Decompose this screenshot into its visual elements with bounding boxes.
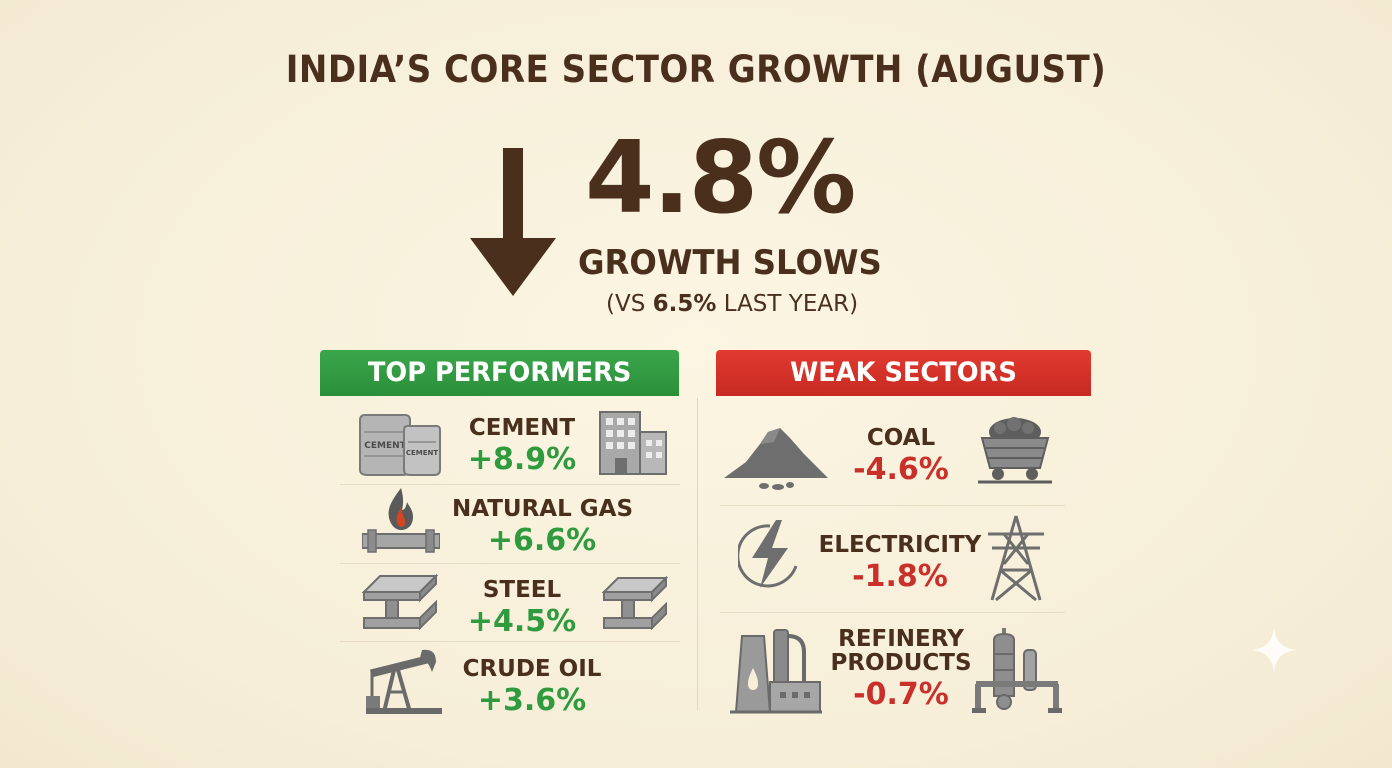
sector-label-natural-gas: NATURAL GAS [451,496,634,522]
arrow-down-icon [470,148,556,296]
sector-label-steel: STEEL [482,577,562,603]
headline-value: 4.8% [585,119,856,236]
comparison-note: (VS 6.5% LAST YEAR) [606,291,858,317]
row-divider [340,563,680,564]
oil-pump-jack-icon [366,649,442,714]
distillation-column-icon [972,628,1062,713]
row-divider [340,641,680,642]
sector-label-cement: CEMENT [468,415,576,441]
compare-value: 6.5% [652,291,717,317]
refinery-icon [730,629,822,714]
bag-label: CEMENT [364,441,406,451]
sector-value-cement: +8.9% [467,442,577,477]
compare-suffix: LAST YEAR) [716,291,859,317]
compare-prefix: (VS [606,291,653,317]
top-performers-heading: TOP PERFORMERS [367,357,632,388]
sector-value-electricity: -1.8% [852,559,948,594]
sector-label-line: REFINERY [838,626,964,652]
top-performers-banner: TOP PERFORMERS [320,350,679,396]
coal-cart-icon [978,417,1052,484]
weak-sectors-heading: WEAK SECTORS [790,357,1017,388]
sector-value-coal: -4.6% [853,452,949,487]
cement-bags-icon: CEMENT CEMENT [359,414,441,476]
coal-pile-icon [724,428,828,490]
sector-label-crude-oil: CRUDE OIL [462,656,602,682]
sector-label-coal: COAL [866,425,936,451]
headline-subtitle: GROWTH SLOWS [578,243,882,283]
bag-label: CEMENT [406,449,439,457]
sparkle-icon [1252,628,1296,672]
sector-value-steel: +4.5% [467,604,577,639]
page-title: INDIA’S CORE SECTOR GROWTH (AUGUST) [285,48,1107,91]
row-divider [340,484,680,485]
row-divider [720,505,1065,506]
lightning-bolt-icon [738,520,798,588]
row-divider [720,612,1065,613]
steel-beam-icon [361,573,438,631]
gas-flame-pipeline-icon [362,488,440,553]
sector-label-line: PRODUCTS [830,650,972,677]
sector-label-refinery-products: REFINERY PRODUCTS [826,627,976,675]
sector-value-crude-oil: +3.6% [477,683,587,718]
sector-value-refinery-products: -0.7% [853,677,949,712]
weak-sectors-banner: WEAK SECTORS [716,350,1091,396]
column-divider [697,398,698,710]
building-icon [599,411,667,475]
steel-beam-icon [601,575,668,631]
sector-label-electricity: ELECTRICITY [818,532,982,558]
power-tower-icon [988,515,1044,602]
sector-value-natural-gas: +6.6% [487,523,597,558]
